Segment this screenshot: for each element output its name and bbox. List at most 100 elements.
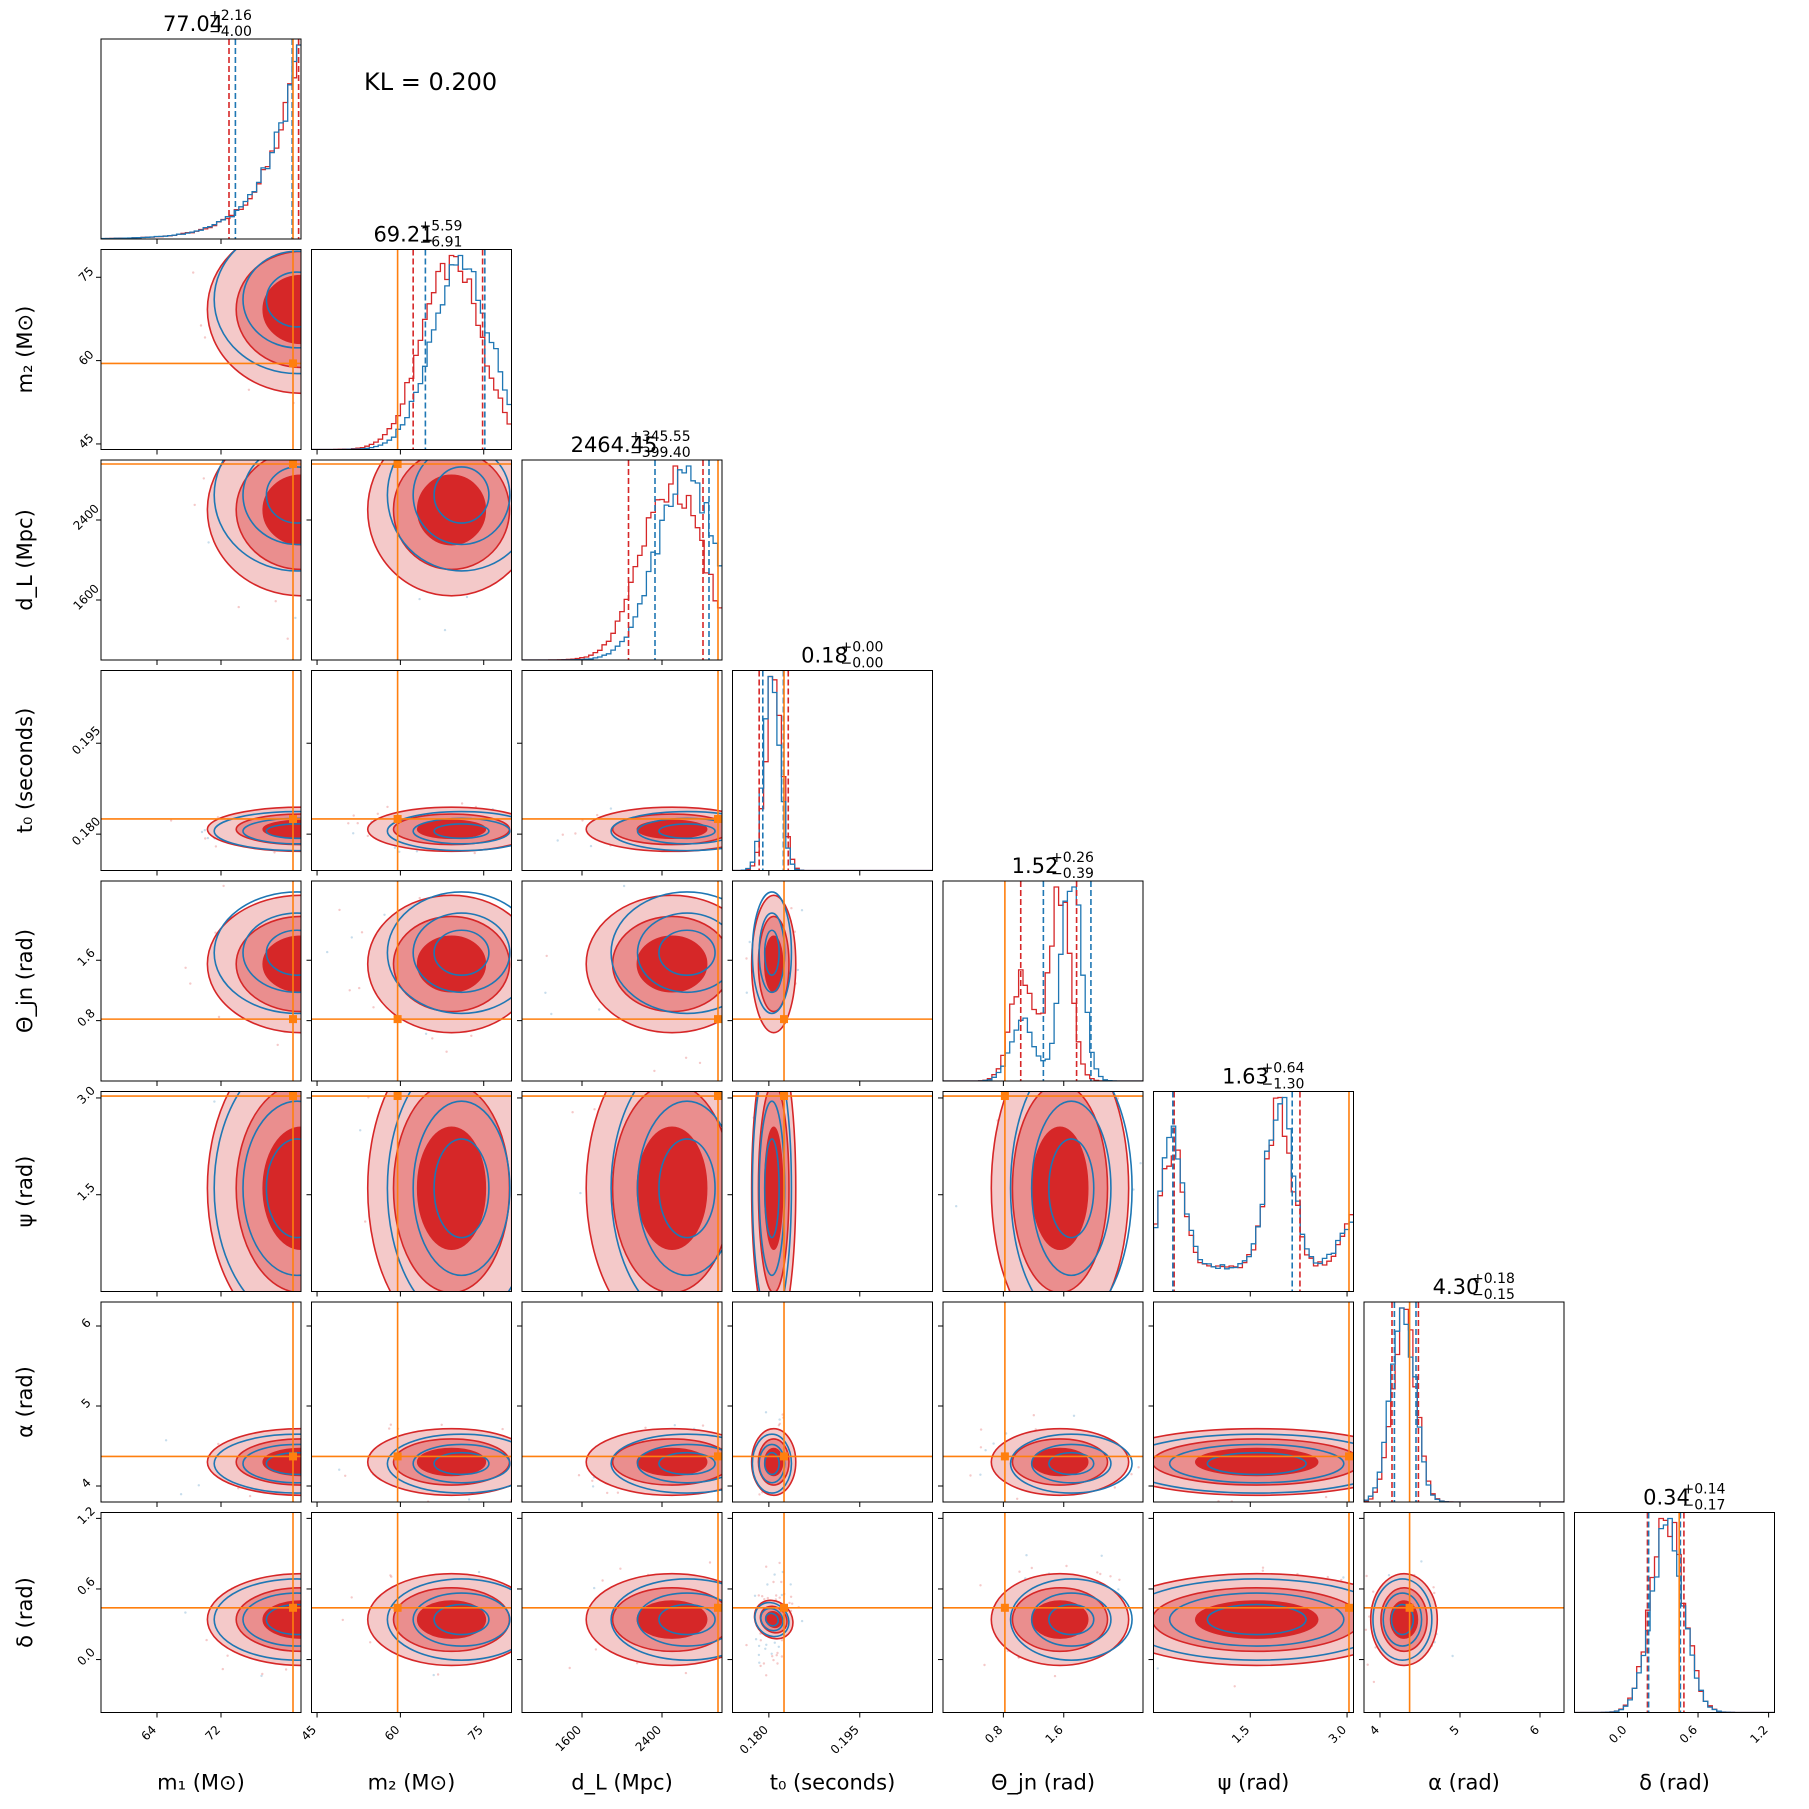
scatter-point	[327, 944, 329, 946]
contour-line-blue-2	[433, 823, 490, 840]
scatter-point	[274, 600, 277, 603]
histogram-psi	[1153, 1091, 1354, 1292]
histogram-title-plus: +345.55	[630, 429, 691, 445]
scatter-point	[387, 365, 389, 367]
scatter-point	[766, 1583, 769, 1586]
scatter-point	[354, 1592, 356, 1594]
scatter-point	[757, 1594, 760, 1597]
histogram-title-m2: 69.21	[373, 223, 433, 247]
truth-marker	[289, 1603, 297, 1612]
scatter-point	[771, 1047, 773, 1049]
truth-marker	[1344, 1452, 1353, 1461]
scatter-point	[344, 1159, 346, 1161]
scatter-point	[271, 1341, 273, 1343]
kl-annotation: KL = 0.200	[364, 68, 497, 96]
scatter-point	[755, 825, 757, 827]
scatter-point	[314, 343, 316, 345]
contour-line-blue-2	[658, 823, 716, 840]
scatter-point	[424, 1032, 428, 1036]
scatter-point	[318, 1200, 320, 1202]
scatter-point	[1387, 1574, 1391, 1577]
panel-frame	[1153, 1512, 1354, 1713]
scatter-point	[197, 1484, 200, 1487]
scatter-point	[780, 1655, 784, 1658]
contour-panel-t0-vs-theta_jn	[732, 881, 933, 1081]
y-tick-label-alpha: 4	[79, 1476, 94, 1491]
scatter-point	[265, 243, 267, 245]
scatter-point	[340, 1613, 342, 1615]
scatter-point	[320, 1628, 322, 1630]
contour-line-blue-2	[433, 1603, 490, 1636]
scatter-point	[329, 483, 331, 485]
scatter-point	[775, 1594, 778, 1597]
x-axis-label-t0: t₀ (seconds)	[770, 1771, 896, 1795]
scatter-point	[979, 1428, 983, 1431]
histogram-title-minus: −1.30	[1262, 1077, 1305, 1093]
contour-panel-theta_jn-vs-psi	[943, 1025, 1143, 1321]
contour-line-blue-1	[1030, 1592, 1112, 1647]
scatter-point	[366, 834, 369, 838]
x-tick-label-t0: 0.180	[737, 1723, 771, 1757]
scatter-point	[193, 503, 196, 507]
scatter-point	[345, 1460, 347, 1462]
histogram-line-red	[522, 465, 722, 660]
scatter-point	[340, 585, 342, 587]
y-tick-label-theta_jn: 1.6	[74, 946, 97, 969]
scatter-point	[685, 1339, 687, 1341]
scatter-point	[1364, 1628, 1368, 1632]
scatter-point	[347, 279, 349, 281]
scatter-point	[561, 833, 564, 836]
panel-frame	[942, 1301, 1144, 1503]
scatter-point	[1032, 1414, 1036, 1417]
scatter-point	[355, 1447, 357, 1449]
scatter-point	[333, 513, 335, 515]
contour-fill-inner	[1194, 1600, 1319, 1639]
scatter-point	[601, 1579, 604, 1582]
x-tick-label-dL: 2400	[633, 1723, 664, 1754]
scatter-point	[723, 1475, 725, 1477]
scatter-point	[1068, 1319, 1070, 1321]
scatter-point	[329, 827, 331, 829]
scatter-point	[291, 241, 293, 243]
contour-line-blue-2	[265, 271, 301, 328]
scatter-point	[1064, 1082, 1066, 1084]
scatter-point	[303, 942, 305, 944]
panel-frame	[100, 670, 302, 871]
scatter-point	[1379, 1469, 1381, 1471]
histogram-t0	[732, 670, 933, 871]
y-tick-label-psi: 1.5	[74, 1180, 97, 1203]
x-tick-label-m2: 60	[382, 1723, 403, 1744]
scatter-point	[406, 451, 408, 453]
scatter-point	[326, 1222, 328, 1224]
contour-line-blue-0	[751, 891, 793, 1015]
scatter-point	[332, 515, 334, 517]
scatter-point	[431, 1037, 434, 1040]
x-tick-label-alpha: 5	[1447, 1723, 1462, 1738]
histogram-line-red	[311, 254, 512, 450]
contour-line-blue-2	[1206, 1603, 1307, 1636]
scatter-point	[581, 819, 584, 822]
scatter-point	[332, 1449, 334, 1451]
scatter-point	[513, 1203, 515, 1205]
scatter-point	[322, 1577, 324, 1579]
scatter-point	[724, 1169, 726, 1171]
contour-line-blue-2	[433, 1451, 490, 1476]
scatter-point	[750, 1615, 752, 1617]
scatter-point	[556, 839, 559, 842]
scatter-point	[480, 427, 482, 429]
scatter-point	[364, 1220, 367, 1223]
scatter-point	[347, 986, 349, 988]
scatter-point	[372, 1006, 375, 1009]
scatter-point	[1131, 1025, 1133, 1027]
scatter-point	[445, 1050, 448, 1053]
scatter-point	[366, 408, 368, 410]
scatter-point	[199, 324, 203, 327]
scatter-point	[428, 432, 430, 434]
truth-marker	[289, 1452, 297, 1461]
scatter-point	[1109, 1575, 1112, 1578]
scatter-point	[754, 1638, 758, 1641]
panel-frame	[732, 1512, 933, 1713]
contour-line-blue-0	[386, 1578, 512, 1661]
scatter-point	[473, 851, 476, 855]
scatter-point	[818, 910, 820, 912]
